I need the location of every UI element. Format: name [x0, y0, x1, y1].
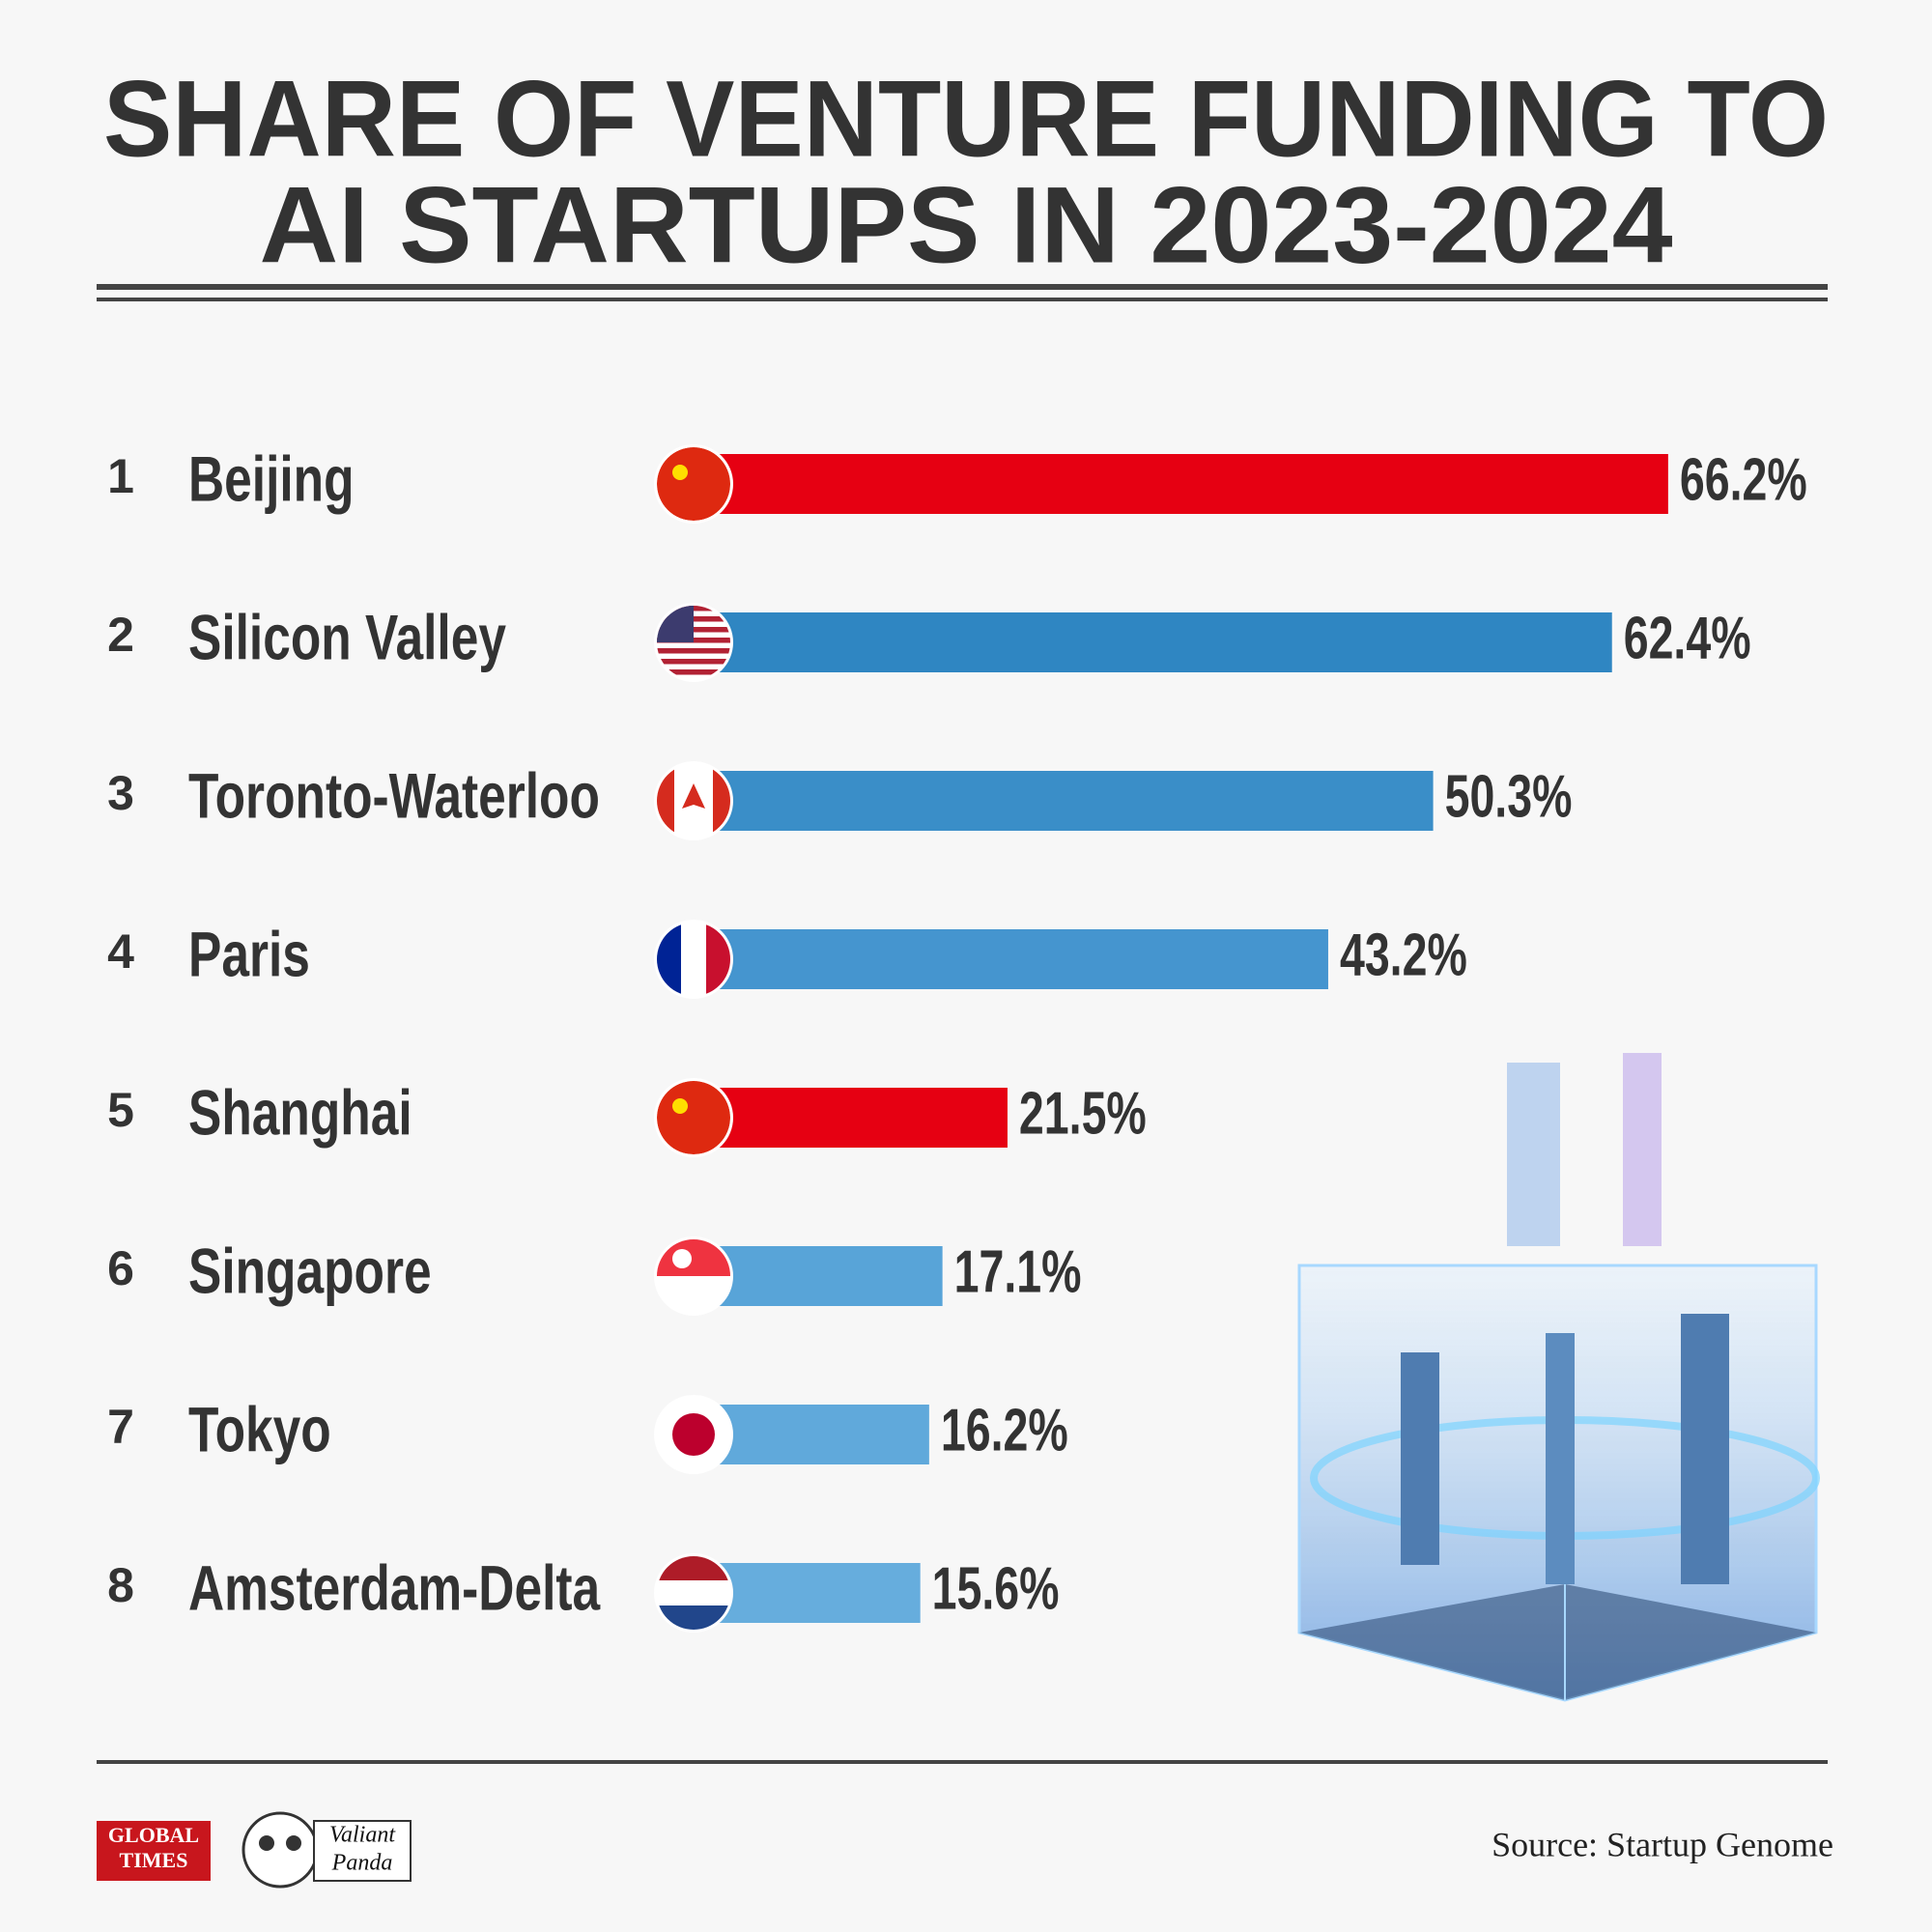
rank-label: 8	[107, 1558, 134, 1612]
category-label: Beijing	[188, 442, 355, 515]
logo-text: Panda	[331, 1851, 393, 1876]
flag	[657, 606, 730, 679]
flag	[657, 1081, 730, 1154]
rank-label: 1	[107, 449, 134, 503]
rank-label: 3	[107, 766, 134, 820]
logo-text: Valiant	[329, 1823, 396, 1848]
flag	[657, 1081, 730, 1154]
category-label: Singapore	[188, 1235, 432, 1307]
logo-text: GLOBAL	[108, 1823, 199, 1847]
rule	[97, 1760, 1828, 1764]
rank-label: 5	[107, 1083, 134, 1137]
value-label: 66.2%	[1680, 445, 1807, 513]
rule	[97, 298, 1828, 301]
flag-sun	[672, 1413, 715, 1456]
value-label: 43.2%	[1340, 921, 1467, 988]
flag-icon	[654, 761, 733, 840]
flag	[657, 669, 730, 675]
flag-icon	[654, 1236, 733, 1316]
flag	[657, 1398, 730, 1471]
flag	[657, 764, 730, 838]
bar	[690, 771, 1434, 831]
category-label: Toronto-Waterloo	[188, 759, 600, 832]
value-label: 17.1%	[954, 1237, 1082, 1305]
value-label: 62.4%	[1624, 604, 1751, 671]
value-label: 16.2%	[941, 1396, 1068, 1463]
flag-icon	[654, 1553, 733, 1633]
rank-label: 2	[107, 608, 134, 662]
value-label: 15.6%	[932, 1554, 1060, 1622]
value-label: 21.5%	[1019, 1079, 1147, 1147]
logo-text: TIMES	[120, 1848, 188, 1872]
chart-title: AI STARTUPS IN 2023-2024	[260, 165, 1673, 286]
flag-icon	[654, 1078, 733, 1157]
bar	[690, 454, 1668, 514]
rule	[97, 284, 1828, 290]
flag	[657, 1239, 730, 1313]
bar	[690, 929, 1328, 989]
category-label: Shanghai	[188, 1076, 412, 1149]
logo: GLOBAL TIMES Valiant Panda	[97, 1811, 412, 1889]
chart-title: SHARE OF VENTURE FUNDING TO	[103, 59, 1829, 180]
category-label: Amsterdam-Delta	[188, 1551, 601, 1624]
flag-icon	[654, 1395, 733, 1474]
flag-icon	[654, 444, 733, 524]
value-label: 50.3%	[1445, 762, 1573, 830]
flag-icon	[654, 920, 733, 999]
rank-label: 4	[107, 924, 134, 979]
flag	[657, 447, 730, 521]
flag-moon	[672, 1249, 692, 1268]
flag	[657, 1556, 730, 1630]
bar	[690, 612, 1612, 672]
category-label: Paris	[188, 918, 310, 990]
flag-icon	[654, 603, 733, 682]
flag	[657, 447, 730, 521]
rank-label: 7	[107, 1400, 134, 1454]
rank-label: 6	[107, 1241, 134, 1295]
flag	[657, 659, 730, 665]
flag	[657, 648, 730, 654]
category-label: Tokyo	[188, 1393, 331, 1465]
category-label: Silicon Valley	[188, 601, 506, 673]
source: Source: Startup Genome	[1492, 1825, 1833, 1863]
flag	[657, 923, 730, 996]
bar	[690, 1088, 1008, 1148]
flag-star	[672, 465, 688, 480]
flag-star	[672, 1098, 688, 1114]
illustration	[1297, 1053, 1820, 1702]
flag-leaf	[682, 783, 705, 809]
